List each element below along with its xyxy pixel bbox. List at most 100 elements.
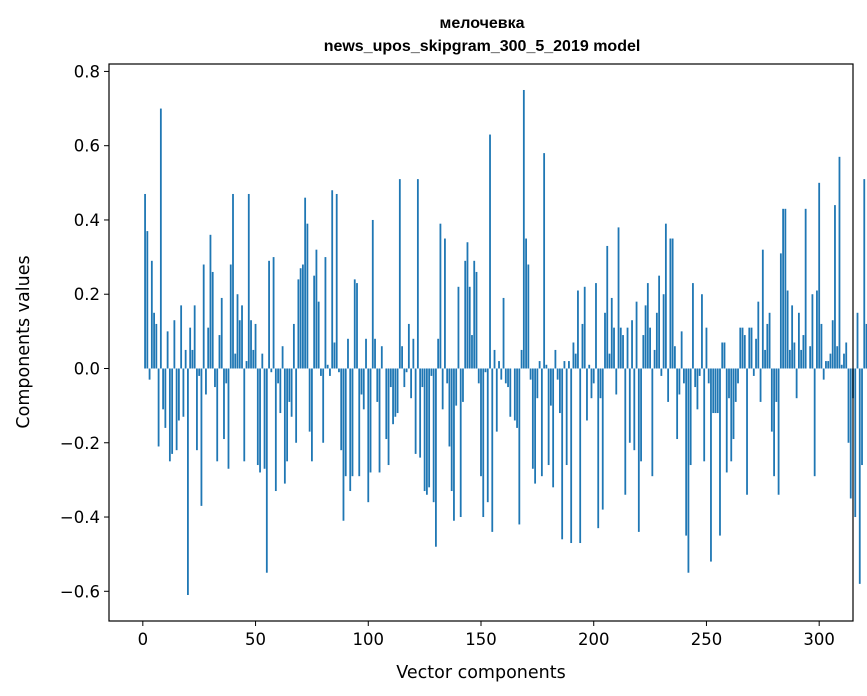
bar <box>791 305 794 369</box>
bar <box>450 368 453 492</box>
bar <box>358 368 361 477</box>
bar <box>292 323 295 369</box>
bar <box>766 323 769 369</box>
bar <box>818 182 821 369</box>
bar <box>685 368 688 536</box>
bar <box>263 368 266 469</box>
bar <box>845 342 848 369</box>
bar <box>333 342 336 369</box>
bar <box>788 349 791 369</box>
bar <box>457 286 460 369</box>
bar <box>590 368 593 399</box>
bar <box>288 368 291 402</box>
bar <box>836 346 839 369</box>
bar <box>592 368 595 384</box>
bar <box>205 368 207 395</box>
bar <box>513 368 516 421</box>
bar <box>606 245 609 369</box>
bar <box>653 349 656 369</box>
bar <box>547 368 550 466</box>
bar <box>286 368 289 462</box>
bar <box>579 368 582 544</box>
bar <box>554 349 557 369</box>
bar <box>786 290 789 369</box>
bar <box>601 368 604 510</box>
bar <box>216 368 219 462</box>
bar <box>858 368 861 584</box>
bar <box>401 346 403 369</box>
x-tick-label: 250 <box>691 630 723 649</box>
chart-title-line2: news_upos_skipgram_300_5_2019 model <box>324 38 641 55</box>
bar <box>687 368 690 573</box>
bar <box>752 368 755 376</box>
bar <box>301 264 304 369</box>
bar <box>516 368 518 428</box>
bar <box>563 361 566 369</box>
bar <box>202 264 205 369</box>
bar <box>261 353 264 369</box>
y-tick-label: 0.6 <box>74 137 100 156</box>
bar <box>827 361 830 369</box>
bar <box>423 368 426 492</box>
bar <box>277 368 279 384</box>
bar <box>225 368 228 384</box>
x-tick-label: 50 <box>245 630 266 649</box>
bar <box>816 290 818 369</box>
bar <box>173 320 176 369</box>
bar <box>279 368 282 414</box>
bar <box>721 342 724 369</box>
bar <box>813 368 816 477</box>
bar <box>719 368 721 536</box>
bar <box>737 368 739 384</box>
bar <box>398 179 401 369</box>
bar <box>351 368 354 477</box>
bar <box>229 264 232 369</box>
bar <box>446 368 449 384</box>
bar <box>241 305 243 369</box>
bar <box>572 342 575 369</box>
bar <box>534 368 537 484</box>
bar <box>759 368 762 402</box>
bar <box>166 331 169 369</box>
bar <box>387 368 390 466</box>
bar <box>615 368 618 395</box>
bar <box>797 312 800 369</box>
bar <box>211 271 214 369</box>
bar <box>782 208 785 369</box>
bar <box>168 368 171 462</box>
bar <box>619 327 622 369</box>
bar <box>247 193 250 369</box>
bar <box>651 368 654 477</box>
bar <box>162 368 165 410</box>
bar <box>633 368 636 451</box>
bar <box>667 368 670 402</box>
x-tick-label: 200 <box>578 630 610 649</box>
y-tick-label: 0.2 <box>74 285 100 304</box>
y-tick-label: −0.2 <box>60 434 100 453</box>
bar <box>392 368 394 425</box>
bar <box>489 134 491 369</box>
bar <box>570 368 573 544</box>
bar <box>552 368 555 488</box>
bar <box>335 193 338 369</box>
bar <box>831 320 834 369</box>
bar <box>838 156 841 369</box>
bar <box>662 294 665 369</box>
bar <box>159 108 162 369</box>
bar <box>475 271 478 369</box>
bar <box>775 368 778 402</box>
bar <box>311 368 313 462</box>
bar <box>750 327 753 369</box>
bar <box>256 368 259 466</box>
bar <box>421 368 424 388</box>
bar <box>435 368 437 547</box>
bar <box>338 368 340 373</box>
bar <box>184 349 187 369</box>
bar <box>509 368 512 417</box>
bar <box>829 353 832 369</box>
bar <box>640 368 642 462</box>
bar <box>671 238 674 369</box>
bar <box>439 223 442 369</box>
bar <box>568 361 570 369</box>
bar <box>209 234 212 369</box>
